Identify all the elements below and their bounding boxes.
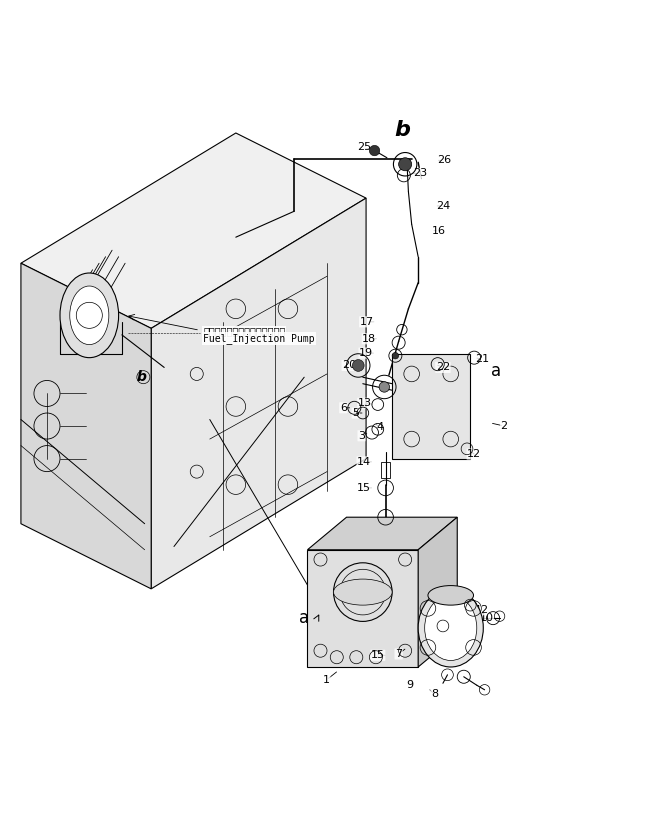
- Text: 10: 10: [479, 613, 494, 623]
- Text: 15: 15: [357, 483, 371, 493]
- Ellipse shape: [334, 579, 392, 605]
- Ellipse shape: [424, 595, 477, 660]
- Text: 23: 23: [413, 168, 427, 178]
- Circle shape: [353, 359, 364, 372]
- Text: 5: 5: [352, 408, 359, 418]
- Text: フェルインジェクションポンプ: フェルインジェクションポンプ: [203, 327, 286, 337]
- Text: 26: 26: [437, 155, 451, 165]
- Text: a: a: [299, 609, 309, 627]
- Text: Fuel_Injection Pump: Fuel_Injection Pump: [203, 333, 315, 344]
- Text: 4: 4: [377, 422, 384, 433]
- Text: 25: 25: [357, 142, 371, 152]
- Text: 14: 14: [357, 457, 371, 467]
- Text: 17: 17: [360, 317, 374, 327]
- Text: 22: 22: [436, 363, 450, 372]
- Text: 19: 19: [359, 348, 373, 358]
- Text: b: b: [137, 370, 146, 385]
- Circle shape: [370, 146, 380, 156]
- Circle shape: [399, 158, 411, 171]
- Text: 18: 18: [362, 334, 377, 344]
- Text: 1: 1: [323, 675, 330, 685]
- Text: a: a: [491, 362, 502, 380]
- Text: 11: 11: [436, 622, 450, 632]
- Text: 7: 7: [395, 649, 402, 659]
- Polygon shape: [307, 550, 418, 667]
- Bar: [381, 462, 390, 478]
- Text: 13: 13: [358, 398, 371, 408]
- Text: 6: 6: [340, 402, 347, 413]
- Text: b: b: [394, 120, 410, 140]
- Text: 16: 16: [432, 226, 446, 236]
- Ellipse shape: [428, 585, 473, 605]
- Circle shape: [379, 382, 390, 392]
- Text: 8: 8: [431, 689, 438, 699]
- Circle shape: [392, 353, 399, 359]
- Polygon shape: [418, 517, 457, 667]
- Polygon shape: [21, 263, 151, 589]
- Text: 12: 12: [475, 605, 489, 615]
- Polygon shape: [392, 354, 470, 459]
- Text: 20: 20: [342, 360, 356, 371]
- Ellipse shape: [418, 589, 483, 667]
- Text: 2: 2: [500, 421, 508, 431]
- Ellipse shape: [70, 286, 109, 345]
- Polygon shape: [307, 517, 457, 550]
- Text: 12: 12: [467, 449, 481, 459]
- Text: 24: 24: [436, 201, 450, 211]
- Text: 9: 9: [406, 680, 413, 689]
- Ellipse shape: [60, 273, 118, 358]
- Polygon shape: [151, 198, 366, 589]
- Text: 15: 15: [371, 650, 385, 660]
- Text: 3: 3: [358, 431, 365, 441]
- Text: 21: 21: [475, 354, 489, 364]
- Polygon shape: [21, 133, 366, 328]
